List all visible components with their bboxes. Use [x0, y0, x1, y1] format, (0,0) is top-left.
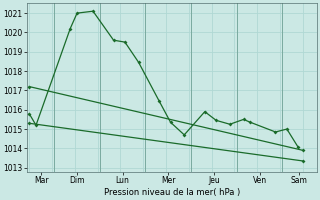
X-axis label: Pression niveau de la mer( hPa ): Pression niveau de la mer( hPa )	[104, 188, 240, 197]
